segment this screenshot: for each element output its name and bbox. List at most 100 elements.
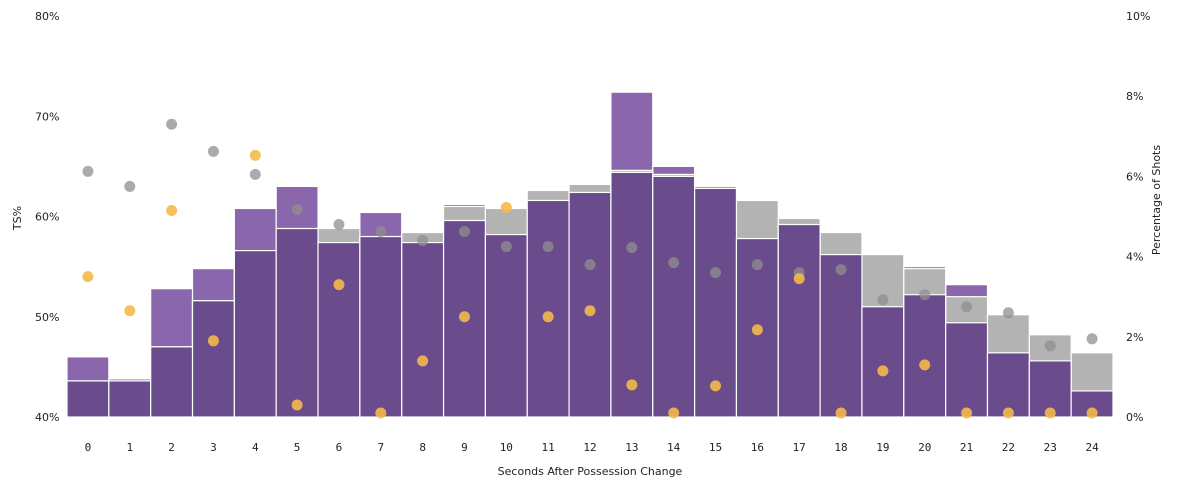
- dot-gray-3: [207, 145, 219, 157]
- dot-gray-10: [500, 241, 512, 253]
- dot-yellow-16: [751, 324, 763, 336]
- bar-dark-purple-12: [568, 191, 612, 418]
- left-tick-label: 50%: [35, 311, 59, 324]
- x-tick-label: 17: [793, 441, 806, 454]
- left-tick-label: 80%: [35, 10, 59, 23]
- x-tick-label: 8: [419, 441, 426, 454]
- dot-gray-2: [166, 118, 178, 130]
- dot-gray-9: [458, 226, 470, 238]
- dot-gray-15: [710, 267, 722, 279]
- dot-gray-22: [1002, 307, 1014, 319]
- dot-yellow-19: [877, 365, 889, 377]
- dot-yellow-6: [333, 279, 345, 291]
- x-axis-title: Seconds After Possession Change: [498, 465, 683, 478]
- dot-yellow-15: [710, 380, 722, 392]
- x-tick-label: 6: [336, 441, 343, 454]
- bar-dark-purple-19: [861, 306, 905, 418]
- dot-gray-11: [542, 241, 554, 253]
- x-tick-label: 3: [210, 441, 217, 454]
- bar-dark-purple-17: [777, 223, 821, 418]
- x-tick-label: 2: [168, 441, 175, 454]
- left-tick-label: 70%: [35, 110, 59, 123]
- bar-dark-purple-7: [359, 235, 403, 418]
- dot-yellow-11: [542, 311, 554, 323]
- dot-yellow-4: [249, 149, 261, 161]
- x-tick-label: 14: [667, 441, 681, 454]
- x-tick-label: 12: [583, 441, 596, 454]
- bar-dark-purple-6: [317, 241, 361, 418]
- dot-gray-6: [333, 219, 345, 231]
- dot-gray-18: [835, 264, 847, 276]
- x-tick-label: 19: [876, 441, 889, 454]
- dot-gray-12: [584, 259, 596, 271]
- right-axis-title: Percentage of Shots: [1150, 145, 1163, 255]
- x-tick-label: 21: [960, 441, 973, 454]
- x-tick-label: 7: [377, 441, 384, 454]
- dot-gray-13: [626, 242, 638, 254]
- right-tick-label: 4%: [1126, 251, 1143, 264]
- dot-yellow-9: [458, 311, 470, 323]
- bar-dark-purple-20: [903, 294, 947, 418]
- dot-yellow-24: [1086, 407, 1098, 419]
- x-tick-label: 11: [542, 441, 555, 454]
- dot-yellow-23: [1044, 407, 1056, 419]
- x-tick-label: 1: [126, 441, 133, 454]
- dot-yellow-7: [375, 407, 387, 419]
- right-axis-ticks: 0% 2% 4% 6% 8% 10%: [1126, 10, 1150, 424]
- left-tick-label: 60%: [35, 211, 59, 224]
- x-tick-label: 5: [294, 441, 301, 454]
- dot-gray-20: [919, 289, 931, 301]
- x-tick-label: 22: [1002, 441, 1015, 454]
- dot-yellow-10: [500, 201, 512, 213]
- bar-dark-purple-11: [526, 199, 570, 418]
- x-tick-label: 4: [252, 441, 259, 454]
- dot-gray-8: [417, 235, 429, 247]
- x-tick-label: 24: [1085, 441, 1099, 454]
- right-tick-label: 0%: [1126, 411, 1143, 424]
- bar-dark-purple-13: [610, 171, 654, 418]
- dot-yellow-14: [668, 407, 680, 419]
- x-tick-label: 15: [709, 441, 722, 454]
- bar-dark-purple-18: [819, 253, 863, 418]
- dot-gray-21: [961, 301, 973, 313]
- dot-yellow-22: [1002, 407, 1014, 419]
- x-tick-label: 23: [1044, 441, 1057, 454]
- bar-dark-purple-8: [401, 241, 445, 418]
- left-axis-ticks: 40% 50% 60% 70% 80%: [35, 10, 59, 424]
- x-tick-label: 9: [461, 441, 468, 454]
- dot-yellow-8: [417, 355, 429, 367]
- dots-yellow-series: [82, 149, 1098, 419]
- dot-gray-19: [877, 294, 889, 306]
- left-tick-label: 40%: [35, 411, 59, 424]
- dot-yellow-17: [793, 273, 805, 285]
- x-tick-label: 16: [751, 441, 764, 454]
- dot-gray-16: [751, 259, 763, 271]
- right-tick-label: 2%: [1126, 331, 1143, 344]
- bar-dark-purple-2: [150, 346, 194, 418]
- left-axis-title: TS%: [11, 206, 24, 231]
- dot-yellow-21: [961, 407, 973, 419]
- dot-gray-24: [1086, 333, 1098, 345]
- bar-dark-purple-0: [66, 380, 110, 418]
- dot-gray-1: [124, 180, 136, 192]
- x-tick-label: 10: [500, 441, 513, 454]
- bar-dark-purple-3: [191, 300, 235, 418]
- dot-gray-4: [249, 168, 261, 180]
- dot-gray-5: [291, 203, 303, 215]
- dot-gray-23: [1044, 340, 1056, 352]
- x-axis-ticks: 0 1 2 3 4 5 6 7 8 9 10 11 12 13 14 15 16 17 18 19 20 21 22 23 24: [85, 441, 1099, 454]
- right-tick-label: 10%: [1126, 10, 1150, 23]
- dot-yellow-5: [291, 399, 303, 411]
- dot-yellow-2: [166, 204, 178, 216]
- x-tick-label: 13: [625, 441, 638, 454]
- bar-dark-purple-14: [652, 175, 696, 418]
- dot-gray-0: [82, 165, 94, 177]
- right-tick-label: 8%: [1126, 90, 1143, 103]
- dot-yellow-20: [919, 359, 931, 371]
- bar-dark-purple-5: [275, 227, 319, 418]
- dot-yellow-0: [82, 271, 94, 283]
- bar-dark-purple-1: [108, 380, 152, 418]
- bar-dark-purple-21: [945, 322, 989, 418]
- bar-dark-purple-4: [233, 249, 277, 418]
